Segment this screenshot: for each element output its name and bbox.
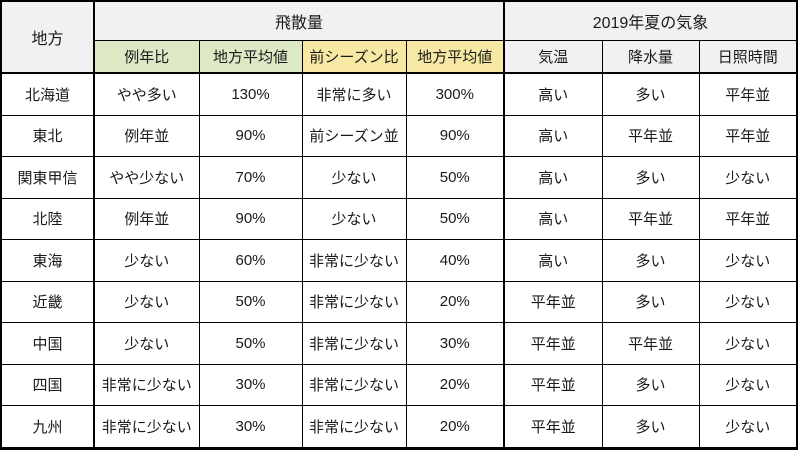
cell-vs-typical: 非常に少ない xyxy=(93,363,200,406)
row-region: 北陸 xyxy=(0,197,95,240)
row-region: 東海 xyxy=(0,239,95,282)
cell-precipitation: 多い xyxy=(601,280,700,323)
cell-temperature: 高い xyxy=(503,72,603,116)
cell-sunshine: 少ない xyxy=(698,405,798,449)
cell-avg-season: 300% xyxy=(405,72,505,116)
cell-vs-season: 少ない xyxy=(301,156,407,199)
cell-avg-typical: 130% xyxy=(198,72,303,116)
cell-precipitation: 多い xyxy=(601,363,700,406)
table-row-kyushu: 九州 非常に少ない 30% 非常に少ない 20% 平年並 多い 少ない xyxy=(0,405,798,449)
cell-avg-season: 30% xyxy=(405,322,505,365)
cell-sunshine: 平年並 xyxy=(698,114,798,157)
cell-avg-season: 20% xyxy=(405,405,505,449)
row-region: 北海道 xyxy=(0,72,95,116)
row-region: 関東甲信 xyxy=(0,156,95,199)
cell-avg-typical: 90% xyxy=(198,114,303,157)
table-row-shikoku: 四国 非常に少ない 30% 非常に少ない 20% 平年並 多い 少ない xyxy=(0,363,798,406)
cell-avg-season: 20% xyxy=(405,280,505,323)
cell-sunshine: 少ない xyxy=(698,280,798,323)
cell-temperature: 高い xyxy=(503,197,603,240)
cell-avg-season: 50% xyxy=(405,156,505,199)
row-region: 九州 xyxy=(0,405,95,449)
group-header-row: 地方 飛散量 2019年夏の気象 xyxy=(0,0,798,74)
cell-temperature: 平年並 xyxy=(503,363,603,406)
cell-precipitation: 平年並 xyxy=(601,322,700,365)
cell-vs-typical: 少ない xyxy=(93,322,200,365)
cell-sunshine: 少ない xyxy=(698,363,798,406)
cell-precipitation: 多い xyxy=(601,239,700,282)
cell-temperature: 平年並 xyxy=(503,322,603,365)
cell-avg-typical: 90% xyxy=(198,197,303,240)
header-temperature: 気温 xyxy=(503,40,603,74)
row-region: 近畿 xyxy=(0,280,95,323)
cell-vs-season: 非常に多い xyxy=(301,72,407,116)
cell-avg-season: 20% xyxy=(405,363,505,406)
cell-vs-season: 非常に少ない xyxy=(301,322,407,365)
cell-avg-season: 40% xyxy=(405,239,505,282)
header-vs-previous-season: 前シーズン比 xyxy=(301,40,407,74)
header-precipitation: 降水量 xyxy=(601,40,700,74)
cell-sunshine: 少ない xyxy=(698,156,798,199)
cell-temperature: 高い xyxy=(503,239,603,282)
header-group-weather: 2019年夏の気象 xyxy=(503,0,798,41)
cell-avg-typical: 50% xyxy=(198,322,303,365)
table-row-kanto-koshin: 関東甲信 やや少ない 70% 少ない 50% 高い 多い 少ない xyxy=(0,156,798,199)
table-row-kinki: 近畿 少ない 50% 非常に少ない 20% 平年並 多い 少ない xyxy=(0,280,798,323)
cell-sunshine: 少ない xyxy=(698,322,798,365)
header-region: 地方 xyxy=(0,0,95,74)
cell-sunshine: 平年並 xyxy=(698,197,798,240)
cell-vs-typical: 例年並 xyxy=(93,197,200,240)
table-row-hokuriku: 北陸 例年並 90% 少ない 50% 高い 平年並 平年並 xyxy=(0,197,798,240)
cell-temperature: 高い xyxy=(503,114,603,157)
cell-sunshine: 少ない xyxy=(698,239,798,282)
cell-vs-season: 非常に少ない xyxy=(301,239,407,282)
cell-avg-typical: 30% xyxy=(198,363,303,406)
cell-avg-typical: 60% xyxy=(198,239,303,282)
cell-vs-typical: 非常に少ない xyxy=(93,405,200,449)
header-regional-average-2: 地方平均値 xyxy=(405,40,505,74)
cell-vs-typical: やや少ない xyxy=(93,156,200,199)
row-region: 四国 xyxy=(0,363,95,406)
table-row-tokai: 東海 少ない 60% 非常に少ない 40% 高い 多い 少ない xyxy=(0,239,798,282)
header-vs-typical-year: 例年比 xyxy=(93,40,200,74)
cell-precipitation: 平年並 xyxy=(601,197,700,240)
cell-avg-typical: 50% xyxy=(198,280,303,323)
cell-vs-season: 非常に少ない xyxy=(301,405,407,449)
cell-temperature: 平年並 xyxy=(503,405,603,449)
cell-avg-season: 90% xyxy=(405,114,505,157)
cell-precipitation: 多い xyxy=(601,156,700,199)
cell-avg-typical: 30% xyxy=(198,405,303,449)
row-region: 東北 xyxy=(0,114,95,157)
cell-vs-season: 非常に少ない xyxy=(301,280,407,323)
cell-avg-season: 50% xyxy=(405,197,505,240)
cell-vs-typical: 少ない xyxy=(93,239,200,282)
cell-precipitation: 多い xyxy=(601,72,700,116)
row-region: 中国 xyxy=(0,322,95,365)
cell-avg-typical: 70% xyxy=(198,156,303,199)
cell-vs-season: 前シーズン並 xyxy=(301,114,407,157)
cell-temperature: 高い xyxy=(503,156,603,199)
cell-vs-season: 少ない xyxy=(301,197,407,240)
cell-precipitation: 平年並 xyxy=(601,114,700,157)
header-sunshine-hours: 日照時間 xyxy=(698,40,798,74)
table-row-chugoku: 中国 少ない 50% 非常に少ない 30% 平年並 平年並 少ない xyxy=(0,322,798,365)
cell-vs-typical: やや多い xyxy=(93,72,200,116)
table-row-hokkaido: 北海道 やや多い 130% 非常に多い 300% 高い 多い 平年並 xyxy=(0,72,798,116)
sub-header-row: 例年比 地方平均値 前シーズン比 地方平均値 気温 降水量 日照時間 xyxy=(1,40,798,74)
cell-vs-typical: 少ない xyxy=(93,280,200,323)
header-group-dispersal: 飛散量 xyxy=(92,0,505,41)
cell-vs-typical: 例年並 xyxy=(93,114,200,157)
cell-vs-season: 非常に少ない xyxy=(301,363,407,406)
cell-sunshine: 平年並 xyxy=(698,72,798,116)
cell-precipitation: 多い xyxy=(601,405,700,449)
cell-temperature: 平年並 xyxy=(503,280,603,323)
header-regional-average-1: 地方平均値 xyxy=(198,40,303,74)
table-row-tohoku: 東北 例年並 90% 前シーズン並 90% 高い 平年並 平年並 xyxy=(0,114,798,157)
